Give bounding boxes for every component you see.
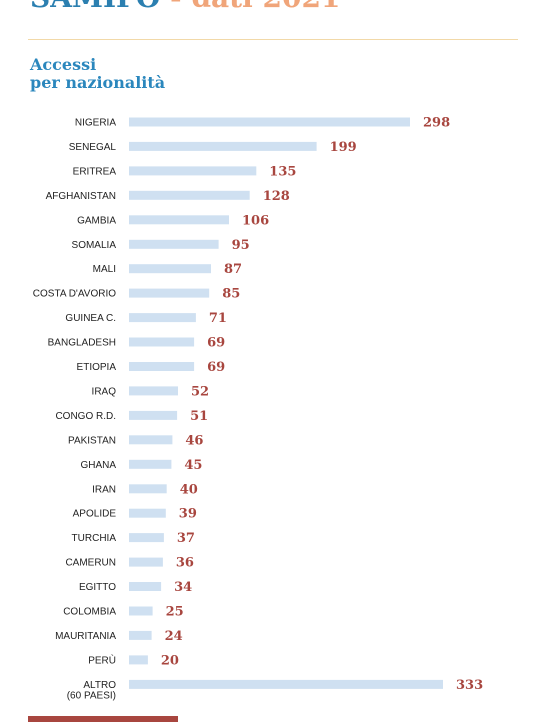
category-label-turchia: TURCHIA <box>72 533 117 544</box>
category-label-senegal: SENEGAL <box>69 142 117 153</box>
bar-turchia <box>129 533 164 543</box>
category-label-apolide: APOLIDE <box>73 509 117 520</box>
bar-mauritania <box>129 630 152 640</box>
category-label-iran: IRAN <box>92 484 116 495</box>
bar-senegal <box>129 141 317 151</box>
category-label-iraq: IRAQ <box>92 386 117 397</box>
value-label-gambia: 106 <box>242 213 269 228</box>
bar-egitto <box>129 582 162 591</box>
bar-costa-d-avorio <box>129 288 210 298</box>
category-label-mali: MALI <box>93 264 116 275</box>
bar-altro <box>129 679 443 689</box>
bar-mali <box>129 264 211 274</box>
bar-somalia <box>129 239 219 249</box>
value-label-iran: 40 <box>180 482 198 497</box>
value-label-egitto: 34 <box>174 580 192 595</box>
category-label-camerun: CAMERUN <box>65 558 116 569</box>
bar-etiopia <box>129 362 195 371</box>
category-label-per: PERÙ <box>88 653 116 666</box>
bar-eritrea <box>129 166 257 176</box>
value-label-nigeria: 298 <box>423 116 450 131</box>
bar-apolide <box>129 508 166 518</box>
category-label-costa-d-avorio: COSTA D'AVORIO <box>33 289 116 300</box>
bar-congo-r-d <box>129 410 178 420</box>
bar-pakistan <box>129 435 173 445</box>
category-label-altro: ALTRO <box>83 680 116 691</box>
footer-accent-bar <box>28 716 178 722</box>
bar-camerun <box>129 557 163 567</box>
page-title-org: SAMIFO <box>30 0 160 14</box>
category-label-bangladesh: BANGLADESH <box>48 338 116 349</box>
bar-gambia <box>129 215 229 225</box>
chart-title-line-1: Accessi <box>30 55 97 74</box>
value-label-somalia: 95 <box>232 238 250 253</box>
category-label-somalia: SOMALIA <box>72 240 117 251</box>
category-label-guinea-c: GUINEA C. <box>65 313 116 324</box>
bar-colombia <box>129 606 153 616</box>
page-title-separator: - <box>160 0 191 14</box>
category-label-pakistan: PAKISTAN <box>68 435 116 446</box>
bar-per <box>129 655 148 665</box>
category-label-nigeria: NIGERIA <box>75 118 116 129</box>
value-label-ghana: 45 <box>184 458 202 473</box>
category-label-afghanistan: AFGHANISTAN <box>46 191 116 202</box>
value-label-congo-r-d: 51 <box>190 409 208 424</box>
bar-bangladesh <box>129 337 195 347</box>
header-divider <box>28 39 518 40</box>
page-title: SAMIFO - dati 2021 <box>30 0 340 14</box>
value-label-eritrea: 135 <box>269 164 296 179</box>
category-label-gambia: GAMBIA <box>77 215 116 226</box>
value-label-pakistan: 46 <box>185 433 203 448</box>
chart-title: Accessi per nazionalità <box>30 56 165 92</box>
value-label-altro: 333 <box>456 678 483 693</box>
category-label-egitto: EGITTO <box>79 582 116 593</box>
category-label-colombia: COLOMBIA <box>63 607 116 618</box>
chart-title-line-2: per nazionalità <box>30 73 166 92</box>
value-label-per: 20 <box>161 653 179 668</box>
value-label-turchia: 37 <box>177 531 195 546</box>
value-label-mali: 87 <box>224 262 242 277</box>
category-label-etiopia: ETIOPIA <box>77 362 117 373</box>
bar-nigeria <box>129 117 410 127</box>
value-label-mauritania: 24 <box>165 629 183 644</box>
category-label-mauritania: MAURITANIA <box>55 631 116 642</box>
bar-iraq <box>129 386 178 396</box>
value-label-colombia: 25 <box>166 605 184 620</box>
value-label-costa-d-avorio: 85 <box>222 287 240 302</box>
category-sublabel-altro: (60 PAESI) <box>67 690 116 701</box>
bar-ghana <box>129 459 172 469</box>
bar-iran <box>129 484 167 494</box>
value-label-iraq: 52 <box>191 384 209 399</box>
category-label-eritrea: ERITREA <box>73 166 117 177</box>
value-label-afghanistan: 128 <box>263 189 290 204</box>
bar-guinea-c <box>129 313 196 323</box>
value-label-apolide: 39 <box>179 507 197 522</box>
category-label-ghana: GHANA <box>80 460 116 471</box>
value-label-bangladesh: 69 <box>207 336 225 351</box>
category-label-congo-r-d: CONGO R.D. <box>55 411 116 422</box>
bar-afghanistan <box>129 190 250 200</box>
page-title-year: dati 2021 <box>191 0 340 14</box>
value-label-camerun: 36 <box>176 556 194 571</box>
value-label-senegal: 199 <box>330 140 357 155</box>
value-label-etiopia: 69 <box>207 360 225 375</box>
value-label-guinea-c: 71 <box>209 311 227 326</box>
